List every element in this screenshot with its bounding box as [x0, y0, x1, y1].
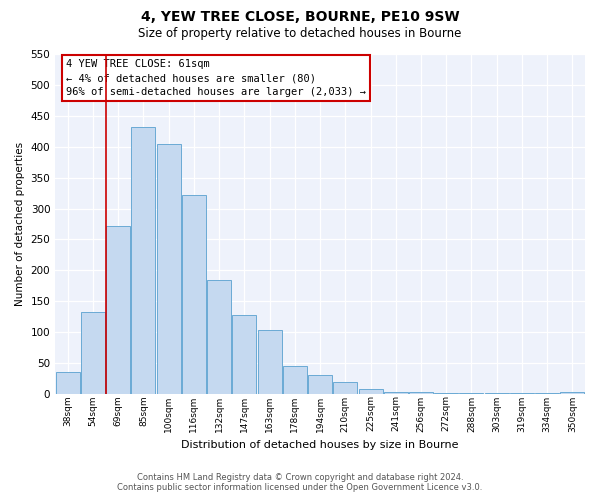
Bar	[131, 127, 155, 394]
X-axis label: Distribution of detached houses by size in Bourne: Distribution of detached houses by size …	[181, 440, 459, 450]
Bar	[384, 392, 408, 394]
Bar	[334, 382, 357, 394]
Text: Contains HM Land Registry data © Crown copyright and database right 2024.
Contai: Contains HM Land Registry data © Crown c…	[118, 473, 482, 492]
Bar	[232, 316, 256, 394]
Text: 4, YEW TREE CLOSE, BOURNE, PE10 9SW: 4, YEW TREE CLOSE, BOURNE, PE10 9SW	[140, 10, 460, 24]
Bar	[257, 330, 281, 394]
Bar	[409, 392, 433, 394]
Bar	[182, 195, 206, 394]
Y-axis label: Number of detached properties: Number of detached properties	[15, 142, 25, 306]
Bar	[560, 392, 584, 394]
Bar	[81, 312, 105, 394]
Bar	[56, 372, 80, 394]
Text: 4 YEW TREE CLOSE: 61sqm
← 4% of detached houses are smaller (80)
96% of semi-det: 4 YEW TREE CLOSE: 61sqm ← 4% of detached…	[66, 59, 366, 97]
Bar	[359, 389, 383, 394]
Bar	[308, 376, 332, 394]
Bar	[283, 366, 307, 394]
Text: Size of property relative to detached houses in Bourne: Size of property relative to detached ho…	[139, 28, 461, 40]
Bar	[106, 226, 130, 394]
Bar	[207, 280, 231, 394]
Bar	[157, 144, 181, 394]
Bar	[434, 392, 458, 394]
